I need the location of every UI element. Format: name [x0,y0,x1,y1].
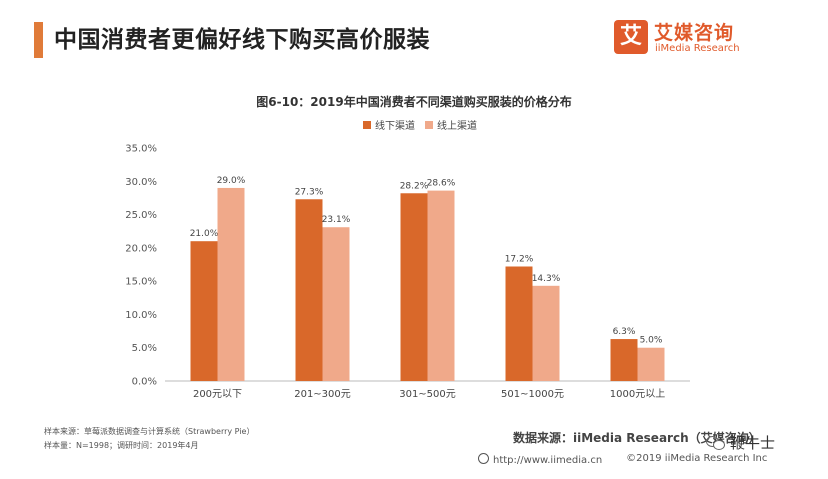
bar-offline [295,199,323,381]
bar-offline [400,193,428,381]
chart-legend: 线下渠道 线上渠道 [363,117,477,132]
iimedia-logo: 艾 艾媒咨询 iiMedia Research [614,18,814,62]
data-label: 29.0% [217,176,246,186]
x-tick-label: 301~500元 [399,389,456,400]
logo-text-en: iiMedia Research [655,43,740,54]
y-tick-label: 30.0% [125,177,157,188]
data-label: 5.0% [640,336,663,346]
logo-text-cn: 艾媒咨询 [654,22,735,44]
bar-online [637,347,665,381]
bar-offline [190,241,218,381]
bar-online [322,227,350,381]
y-tick-label: 0.0% [132,377,157,388]
x-tick-label: 1000元以上 [610,388,665,400]
title-accent-bar [34,22,43,58]
x-tick-label: 501~1000元 [501,389,564,400]
x-tick-label: 201~300元 [294,389,351,400]
watermark: 鞭牛士 [706,432,775,453]
bar-offline [505,266,533,381]
data-label: 14.3% [532,274,561,284]
data-label: 28.2% [400,181,429,191]
globe-icon [478,453,489,464]
footer-bar: http://www.iimedia.cn ©2019 iiMedia Rese… [478,453,767,466]
bar-offline [610,339,638,381]
data-label: 23.1% [322,215,351,225]
y-tick-label: 10.0% [125,310,157,321]
bar-online [532,285,560,381]
footnote-sample-source: 样本来源：草莓派数据调查与计算系统（Strawberry Pie） [44,427,255,436]
y-tick-label: 5.0% [132,343,157,354]
footer-url-text: http://www.iimedia.cn [493,455,603,466]
y-tick-label: 20.0% [125,243,157,254]
data-source: 数据来源：iiMedia Research（艾媒咨询） [513,431,761,445]
footer-copyright: ©2019 iiMedia Research Inc [626,453,768,464]
wechat-icon [706,435,726,451]
y-tick-label: 25.0% [125,210,157,221]
bar-online [427,190,455,381]
footer-url[interactable]: http://www.iimedia.cn [478,453,602,466]
legend-item-offline: 线下渠道 [363,117,415,132]
legend-item-online: 线上渠道 [425,117,477,132]
data-label: 21.0% [190,229,219,239]
y-tick-label: 35.0% [125,144,157,155]
data-label: 27.3% [295,187,324,197]
page-title: 中国消费者更偏好线下购买高价服装 [54,27,430,53]
logo-mark-icon: 艾 [614,20,648,54]
legend-label-offline: 线下渠道 [375,121,415,132]
legend-swatch-online [425,120,433,129]
chart-title: 图6-10：2019年中国消费者不同渠道购买服装的价格分布 [256,95,572,109]
footnote-sample-size: 样本量：N=1998；调研时间：2019年4月 [44,441,199,450]
x-tick-label: 200元以下 [193,389,242,400]
watermark-text: 鞭牛士 [730,434,776,452]
data-label: 6.3% [613,327,636,337]
y-tick-label: 15.0% [125,277,157,288]
data-label: 17.2% [505,254,534,264]
legend-swatch-offline [363,120,371,129]
legend-label-online: 线上渠道 [437,121,477,132]
data-label: 28.6% [427,179,456,189]
bar-online [217,187,245,381]
